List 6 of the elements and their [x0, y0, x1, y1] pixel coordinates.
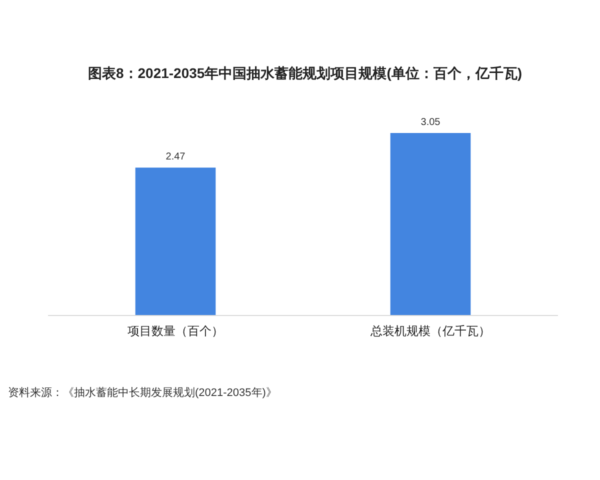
title: 图表8：2021-2035年中国抽水蓄能规划项目规模(单位：百个，亿千瓦)	[88, 65, 522, 81]
category-label: 总装机规模（亿千瓦）	[370, 324, 490, 338]
category-label: 项目数量（百个）	[128, 324, 224, 338]
data-label: 2.47	[166, 152, 186, 163]
annotation: 资料来源：《抽水蓄能中长期发展规划(2021-2035年)》	[8, 387, 277, 399]
data-label: 3.05	[420, 117, 440, 128]
